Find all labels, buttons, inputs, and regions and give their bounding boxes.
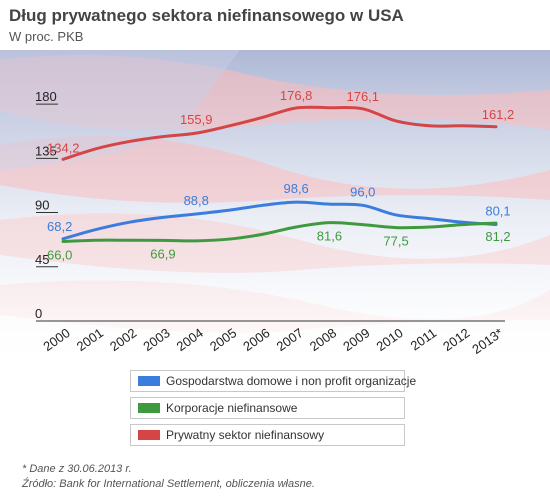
y-tick-label: 135 xyxy=(35,143,57,158)
chart-subtitle: W proc. PKB xyxy=(9,29,84,44)
series-households-line xyxy=(61,200,498,241)
legend-swatch-households xyxy=(138,376,160,386)
y-tick-label: 180 xyxy=(35,89,57,104)
data-label: 96,0 xyxy=(350,184,375,199)
legend-item-private-sector: Prywatny sektor niefinansowy xyxy=(130,424,405,446)
legend-label-households: Gospodarstwa domowe i non profit organiz… xyxy=(166,374,417,388)
series-corporations-line xyxy=(61,221,498,243)
chart-header: Dług prywatnego sektora niefinansowego w… xyxy=(0,0,550,50)
data-label: 66,9 xyxy=(150,246,175,261)
series-private-sector-line xyxy=(61,105,498,161)
footnote: * Dane z 30.06.2013 r. Źródło: Bank for … xyxy=(22,462,315,492)
data-label: 88,8 xyxy=(184,193,209,208)
data-label: 66,0 xyxy=(47,247,72,262)
legend-item-households: Gospodarstwa domowe i non profit organiz… xyxy=(130,370,416,392)
legend-label-private-sector: Prywatny sektor niefinansowy xyxy=(166,428,325,442)
footnote-source: Źródło: Bank for International Settlemen… xyxy=(22,478,315,490)
data-label: 81,6 xyxy=(317,229,342,244)
data-label: 68,2 xyxy=(47,219,72,234)
y-tick-label: 90 xyxy=(35,198,49,213)
series-layer xyxy=(61,105,498,243)
data-label: 77,5 xyxy=(383,234,408,249)
data-label: 134,2 xyxy=(47,140,80,155)
y-tick-label: 45 xyxy=(35,252,49,267)
legend-label-corporations: Korporacje niefinansowe xyxy=(166,401,298,415)
footnote-data-date: * Dane z 30.06.2013 r. xyxy=(22,463,132,475)
legend: Gospodarstwa domowe i non profit organiz… xyxy=(130,370,416,451)
data-labels: 68,2 88,8 98,6 96,0 80,1 66,0 66,9 81,6 77,5 81,2… xyxy=(47,88,514,263)
data-label: 80,1 xyxy=(485,203,510,218)
data-label: 161,2 xyxy=(482,107,515,122)
data-label: 81,2 xyxy=(485,229,510,244)
legend-swatch-private-sector xyxy=(138,430,160,440)
data-label: 98,6 xyxy=(283,181,308,196)
data-label: 155,9 xyxy=(180,112,213,127)
chart-area: 0 45 90 135 180 2000 2001 2002 2003 2004 2005 2006 2… xyxy=(0,50,550,367)
legend-swatch-corporations xyxy=(138,403,160,413)
legend-item-corporations: Korporacje niefinansowe xyxy=(130,397,405,419)
data-label: 176,1 xyxy=(346,89,379,104)
flag-background xyxy=(0,50,550,367)
data-label: 176,8 xyxy=(280,88,313,103)
chart-title: Dług prywatnego sektora niefinansowego w… xyxy=(9,6,404,25)
y-tick-label: 0 xyxy=(35,306,42,321)
